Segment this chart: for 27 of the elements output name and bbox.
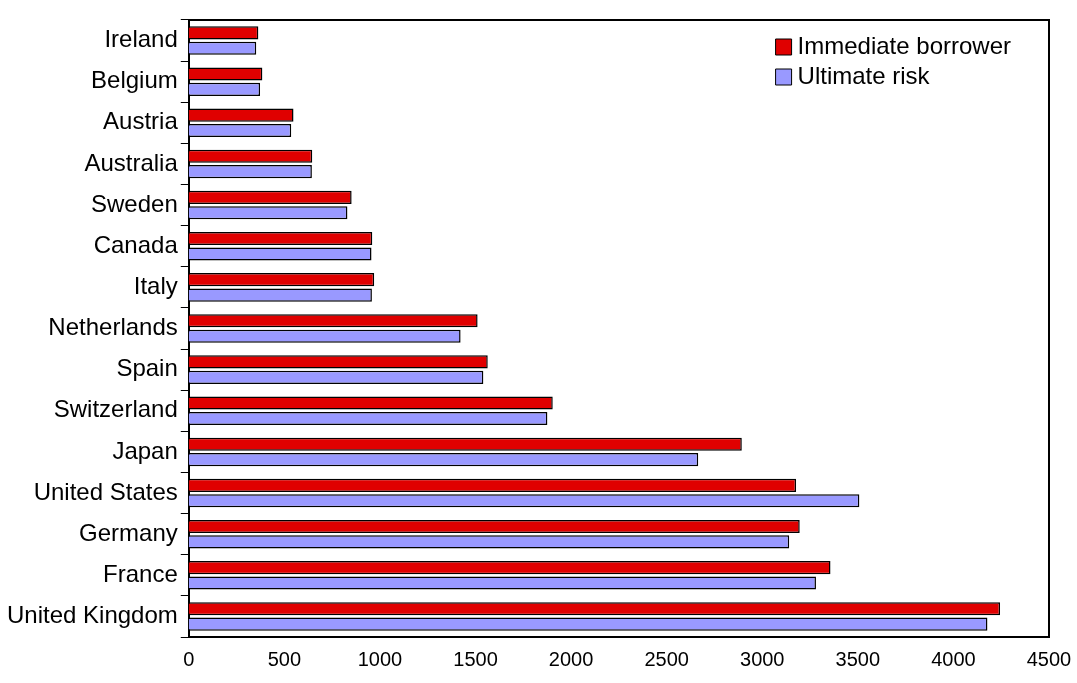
- y-tick-label: Austria: [103, 107, 179, 135]
- x-tick-label: 1000: [357, 647, 403, 670]
- x-tick-label: 500: [267, 647, 302, 670]
- legend-label: Ultimate risk: [797, 61, 931, 89]
- legend-label: Immediate borrower: [797, 31, 1012, 59]
- x-tick-label: 0: [183, 647, 195, 670]
- x-tick-label: 1500: [453, 647, 498, 670]
- y-tick-label: Sweden: [91, 189, 178, 217]
- x-tick-label: 3000: [740, 647, 785, 670]
- y-tick-label: Spain: [116, 354, 178, 382]
- y-tick-label: Australia: [84, 148, 179, 176]
- y-tick-label: Netherlands: [48, 313, 178, 341]
- y-tick-label: Canada: [93, 230, 179, 258]
- y-tick-label: Germany: [79, 518, 178, 546]
- y-tick-label: Japan: [112, 436, 178, 464]
- x-tick-label: 4500: [1026, 647, 1072, 670]
- x-tick-label: 2500: [644, 647, 689, 670]
- y-tick-label: Belgium: [91, 66, 178, 94]
- y-tick-label: United States: [33, 477, 178, 505]
- y-tick-label: France: [103, 559, 178, 587]
- y-tick-label: Italy: [133, 271, 178, 299]
- y-tick-label: Ireland: [104, 25, 178, 53]
- x-tick-label: 2000: [548, 647, 594, 670]
- x-tick-label: 3500: [835, 647, 881, 670]
- y-tick-label: Switzerland: [53, 395, 178, 423]
- y-tick-label: United Kingdom: [7, 601, 178, 629]
- x-tick-label: 4000: [931, 647, 976, 670]
